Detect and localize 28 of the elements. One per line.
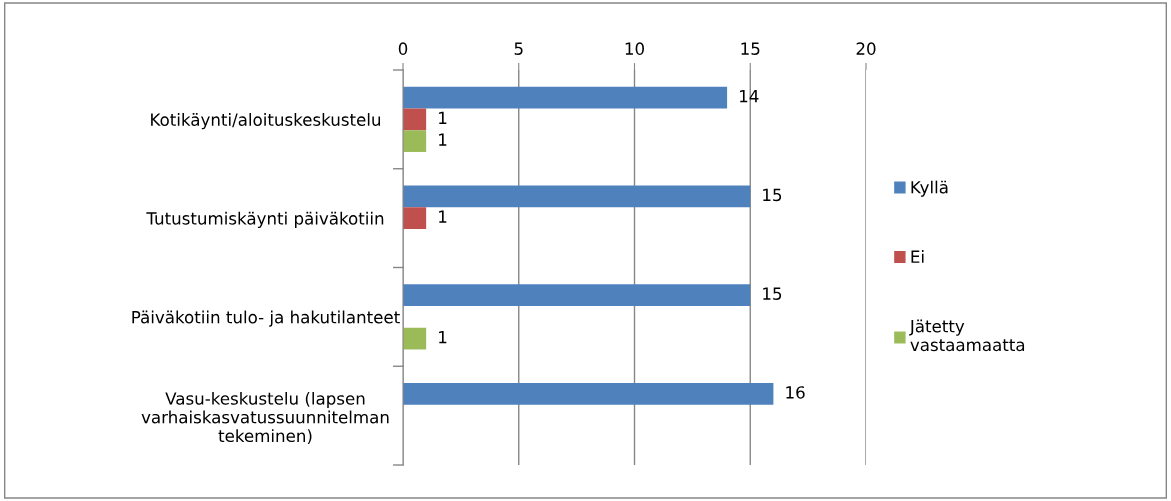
data-label: 15 bbox=[763, 287, 782, 300]
y-tick-label: Vasu-keskustelu (lapsen varhaiskasvatussuunnitelman tekeminen) bbox=[141, 391, 389, 445]
x-tick-label: 0 bbox=[398, 42, 408, 55]
bar bbox=[403, 383, 774, 405]
data-label: 1 bbox=[439, 133, 447, 146]
bar bbox=[403, 327, 427, 350]
legend-label: Kyllä bbox=[911, 180, 948, 197]
x-tick-label: 15 bbox=[741, 42, 760, 55]
bar bbox=[403, 185, 751, 208]
bar bbox=[403, 207, 427, 229]
data-label: 15 bbox=[763, 188, 782, 202]
data-label: 14 bbox=[740, 90, 759, 103]
legend-label: Jätetty vastaamaatta bbox=[909, 319, 1025, 352]
data-label: 1 bbox=[439, 111, 447, 124]
x-tick-label: 5 bbox=[514, 42, 523, 55]
bar bbox=[403, 284, 751, 307]
x-tick-label: 20 bbox=[856, 42, 876, 55]
y-tick-label: Päiväkotiin tulo- ja hakutilanteet bbox=[132, 310, 400, 327]
bar bbox=[403, 86, 728, 109]
y-tick-label: Tutustumiskäynti päiväkotiin bbox=[146, 211, 384, 228]
bar bbox=[403, 130, 427, 152]
data-label: 1 bbox=[439, 331, 447, 344]
data-label: 16 bbox=[786, 386, 805, 399]
bar bbox=[403, 108, 427, 131]
x-tick-label: 10 bbox=[625, 42, 644, 55]
data-label: 1 bbox=[439, 210, 447, 223]
y-tick-label: Kotikäynti/aloituskeskustelu bbox=[151, 113, 380, 130]
legend-label: Ei bbox=[911, 250, 924, 263]
